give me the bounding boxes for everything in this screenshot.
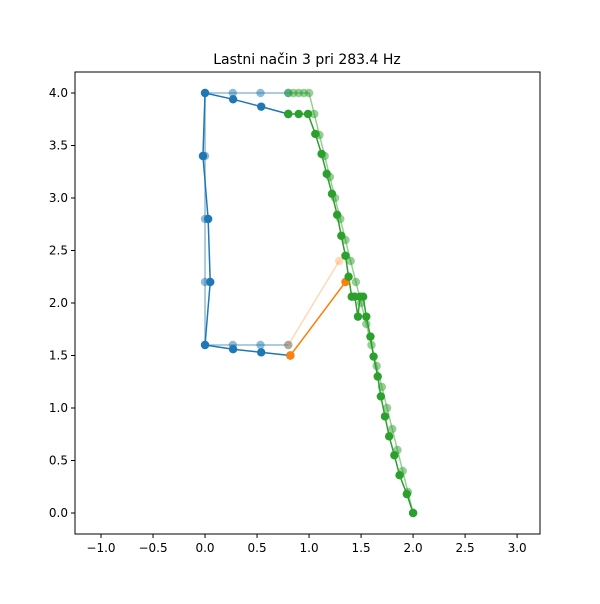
series-1-undeformed-point <box>335 256 344 266</box>
series-4-deformed-point <box>286 351 295 360</box>
series-0-undeformed-line <box>204 92 289 346</box>
series-5-deformed-point <box>408 508 418 518</box>
x-axis-ticks: −1.0 −0.5 0.0 0.5 1.0 1.5 2.0 2.5 3.0 <box>86 534 527 555</box>
series-5-deformed-point <box>369 352 378 361</box>
series-5-deformed-point <box>366 332 375 341</box>
y-tick-label: 4.0 <box>49 86 68 100</box>
series-2-undeformed-point <box>284 88 293 98</box>
series-5-deformed-point <box>353 312 363 321</box>
series-5-deformed-point <box>317 149 326 159</box>
x-tick-label: −1.0 <box>86 541 115 555</box>
series-2-undeformed-point <box>351 277 361 287</box>
series-3-deformed-point <box>257 348 266 357</box>
series-2-undeformed-point <box>367 340 376 350</box>
series-5-deformed-point <box>362 312 371 321</box>
series-3-deformed-point <box>228 345 238 354</box>
y-tick-label: 2.0 <box>49 296 68 310</box>
series-lines <box>202 92 414 514</box>
series-3-deformed-point <box>200 88 210 98</box>
series-3-deformed-point <box>200 340 210 350</box>
y-tick-label: 0.5 <box>49 454 68 468</box>
series-5-deformed-point <box>341 251 350 260</box>
series-3-deformed-point <box>228 95 238 104</box>
series-3-deformed-point <box>257 102 266 111</box>
series-2-undeformed-point <box>388 424 397 434</box>
series-2-undeformed-point <box>372 361 381 371</box>
series-2-undeformed-point <box>382 403 392 413</box>
y-tick-label: 3.5 <box>49 139 68 153</box>
x-tick-label: 2.0 <box>404 541 423 555</box>
series-3-deformed-point <box>206 277 215 287</box>
series-points <box>198 88 418 518</box>
series-5-deformed-point <box>373 372 382 381</box>
series-0-undeformed-point <box>256 88 265 98</box>
y-axis-ticks: 0.0 0.5 1.0 1.5 2.0 2.5 3.0 3.5 4.0 <box>49 86 75 520</box>
series-5-deformed-point <box>395 471 404 480</box>
series-2-undeformed-point <box>356 298 366 308</box>
y-tick-label: 0.0 <box>49 506 68 520</box>
series-5-deformed-point <box>337 231 346 240</box>
series-5-deformed-point <box>347 292 356 301</box>
x-tick-label: −0.5 <box>138 541 167 555</box>
x-tick-label: 3.0 <box>508 541 527 555</box>
series-2-undeformed-point <box>362 319 371 329</box>
series-5-deformed-point <box>327 189 337 198</box>
series-1-undeformed-line <box>287 260 340 346</box>
series-5-deformed-point <box>303 109 313 119</box>
series-0-undeformed-point <box>256 340 265 350</box>
series-1-undeformed-point <box>284 340 293 350</box>
series-5-deformed-point <box>294 109 303 119</box>
x-tick-label: 2.5 <box>456 541 475 555</box>
series-5-deformed-point <box>322 169 331 179</box>
series-5-deformed-point <box>384 432 394 441</box>
series-0-undeformed-point <box>284 340 293 350</box>
series-2-undeformed-point <box>377 382 387 392</box>
series-3-deformed-point <box>198 151 208 161</box>
series-5-deformed-point <box>402 489 412 499</box>
series-4-deformed-line <box>289 281 347 356</box>
x-tick-label: 1.0 <box>300 541 319 555</box>
series-5-deformed-point <box>344 272 353 281</box>
series-5-deformed-point <box>376 392 386 401</box>
series-2-undeformed-point <box>346 256 355 266</box>
chart-title: Lastni način 3 pri 283.4 Hz <box>213 52 400 68</box>
series-5-deformed-point <box>390 451 399 460</box>
y-tick-label: 1.0 <box>49 401 68 415</box>
x-tick-label: 0.5 <box>248 541 267 555</box>
series-2-undeformed-point <box>310 109 319 119</box>
series-5-deformed-point <box>284 109 293 119</box>
series-5-deformed-point <box>311 129 320 139</box>
y-tick-label: 3.0 <box>49 191 68 205</box>
y-tick-label: 2.5 <box>49 244 68 258</box>
series-0-undeformed-point <box>228 88 238 98</box>
x-tick-label: 1.5 <box>352 541 371 555</box>
y-tick-label: 1.5 <box>49 349 68 363</box>
series-5-deformed-point <box>380 412 390 421</box>
series-3-deformed-line <box>202 92 291 357</box>
series-5-deformed-point <box>332 210 342 219</box>
x-tick-label: 0.0 <box>195 541 214 555</box>
plot-frame <box>74 71 541 535</box>
series-3-deformed-point <box>203 214 213 224</box>
